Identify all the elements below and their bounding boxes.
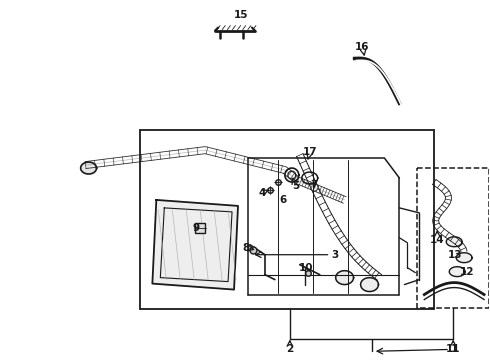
- Text: 6: 6: [279, 195, 287, 205]
- Text: 8: 8: [243, 243, 249, 253]
- Polygon shape: [456, 253, 472, 263]
- Text: 3: 3: [331, 250, 338, 260]
- Polygon shape: [449, 267, 465, 276]
- Text: 5: 5: [292, 181, 299, 191]
- Text: 17: 17: [302, 147, 317, 157]
- Text: 12: 12: [460, 267, 474, 276]
- Text: 13: 13: [448, 250, 463, 260]
- Text: 10: 10: [298, 263, 313, 273]
- Text: 9: 9: [193, 223, 200, 233]
- Text: 16: 16: [355, 41, 370, 51]
- Text: 2: 2: [286, 345, 294, 354]
- Polygon shape: [81, 162, 97, 174]
- Text: 7: 7: [310, 180, 318, 190]
- Text: 15: 15: [234, 10, 248, 20]
- Polygon shape: [446, 237, 462, 247]
- Text: 11: 11: [446, 345, 461, 354]
- Polygon shape: [336, 271, 354, 285]
- Polygon shape: [152, 200, 238, 289]
- Text: 1: 1: [451, 345, 458, 354]
- Bar: [417, 168, 489, 307]
- Text: 4: 4: [258, 188, 266, 198]
- Text: 14: 14: [430, 235, 444, 245]
- Polygon shape: [361, 278, 378, 292]
